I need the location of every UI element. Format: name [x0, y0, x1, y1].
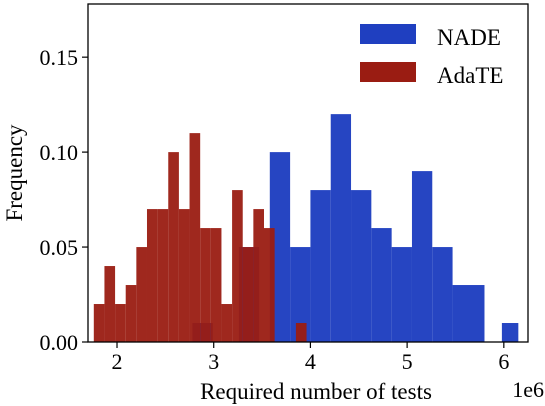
- legend-swatch-nade: [360, 24, 416, 44]
- y-tick-label: 0.05: [40, 235, 79, 260]
- adate-bar-8: [178, 209, 190, 342]
- nade-bars: [192, 114, 519, 342]
- nade-bar-2: [269, 152, 291, 342]
- x-axis-offset-label: 1e6: [512, 377, 544, 402]
- adate-bar-15: [253, 209, 264, 342]
- adate-bars: [93, 133, 307, 342]
- adate-bar-11: [210, 228, 222, 342]
- y-axis-ticks: 0.00 0.05 0.10 0.15: [40, 45, 88, 355]
- nade-bar-8: [391, 247, 412, 342]
- nade-bar-5: [330, 114, 352, 342]
- nade-bar-4: [310, 190, 331, 342]
- adate-bar-12: [221, 304, 233, 342]
- plot-area-frame: [87, 3, 529, 343]
- adate-bar-16: [264, 228, 275, 342]
- x-tick-label: 6: [498, 349, 509, 374]
- nade-bar-6: [351, 190, 372, 342]
- legend-swatch-adate: [360, 62, 416, 82]
- adate-bar-6: [157, 209, 169, 342]
- legend-label-adate: AdaTE: [437, 63, 503, 88]
- y-tick-label: 0.00: [40, 330, 79, 355]
- y-tick-label: 0.10: [40, 140, 79, 165]
- x-tick-label: 3: [208, 349, 219, 374]
- x-axis-label: Required number of tests: [200, 379, 432, 404]
- nade-bar-11: [452, 285, 485, 342]
- adate-bar-2: [115, 304, 126, 342]
- adate-bar-7: [168, 152, 179, 342]
- y-tick-label: 0.15: [40, 45, 79, 70]
- legend: NADE AdaTE: [360, 24, 503, 88]
- adate-bar-17: [295, 323, 307, 342]
- nade-bar-7: [371, 228, 392, 342]
- x-tick-label: 5: [402, 349, 413, 374]
- y-axis-label: Frequency: [2, 124, 27, 222]
- adate-bar-5: [146, 209, 158, 342]
- adate-bar-14: [242, 247, 254, 342]
- x-tick-label: 2: [112, 349, 123, 374]
- adate-bar-10: [200, 228, 211, 342]
- x-tick-label: 4: [305, 349, 316, 374]
- adate-bar-0: [93, 304, 105, 342]
- adate-bar-9: [189, 133, 201, 342]
- nade-bar-10: [432, 247, 453, 342]
- adate-bar-1: [104, 266, 116, 342]
- nade-bar-3: [290, 247, 311, 342]
- legend-label-nade: NADE: [437, 25, 501, 50]
- adate-bar-4: [136, 247, 147, 342]
- x-axis-ticks: 2 3 4 5 6: [112, 342, 509, 374]
- nade-bar-12: [501, 323, 519, 342]
- adate-bar-13: [232, 190, 243, 342]
- nade-bar-9: [411, 171, 433, 342]
- adate-bar-3: [125, 285, 137, 342]
